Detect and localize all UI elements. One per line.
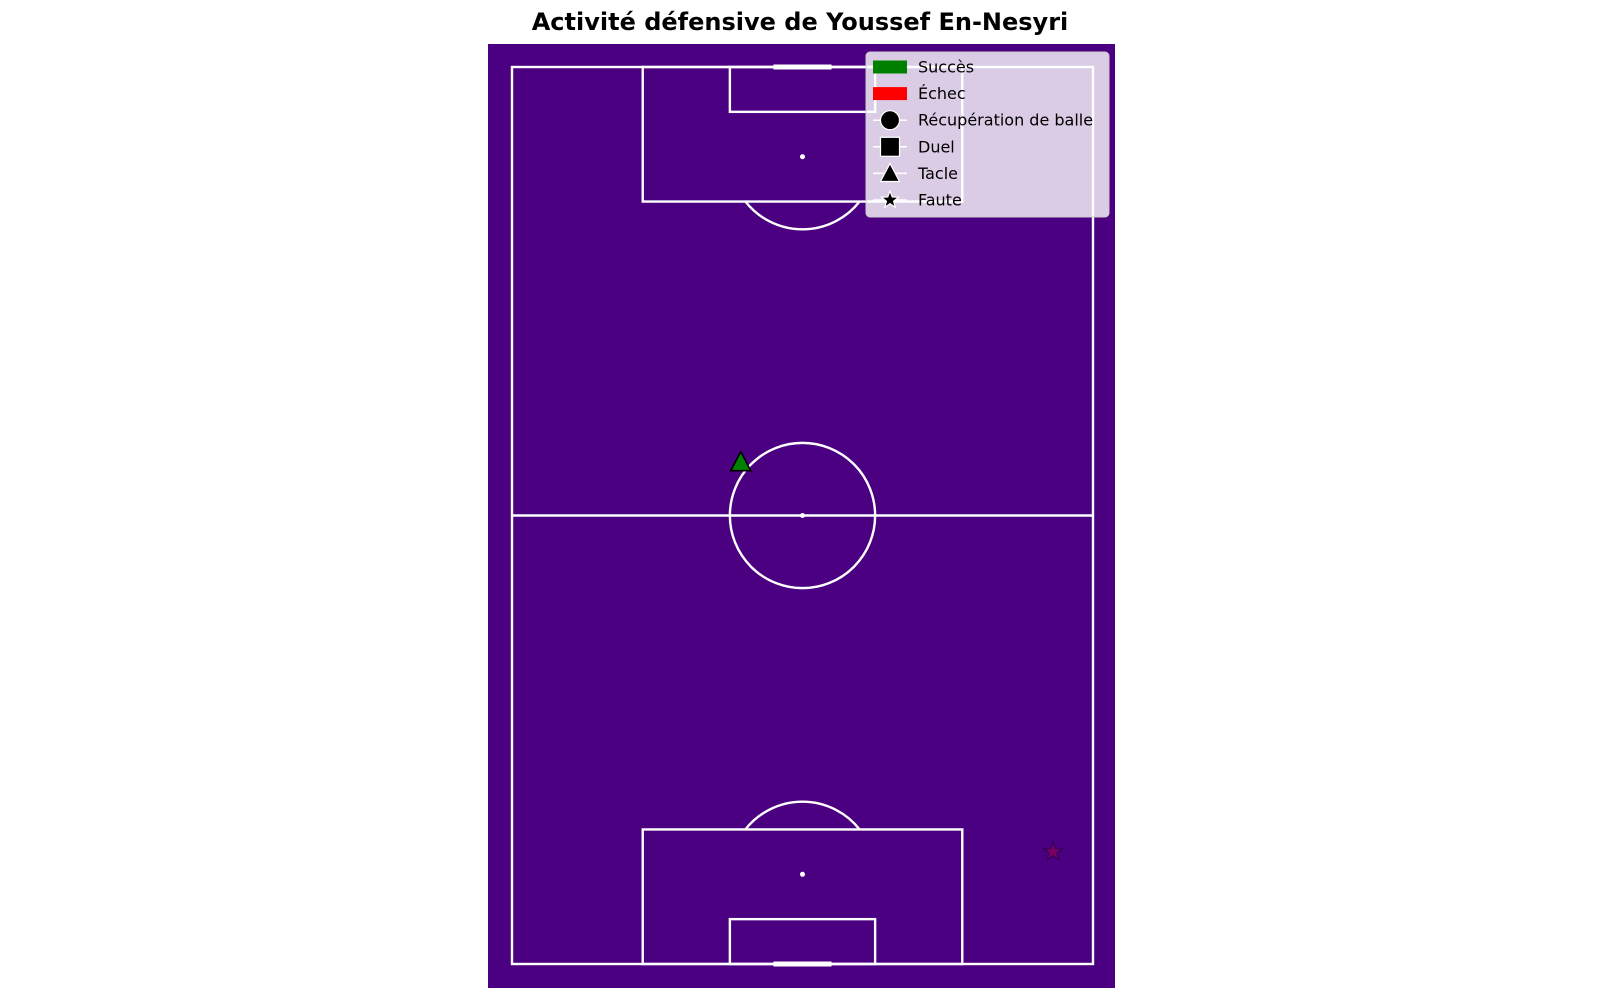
event-marker-faute <box>1041 839 1065 862</box>
legend: Succès Échec Récupération de balle Duel Tacl… <box>865 51 1110 218</box>
legend-swatch <box>873 87 907 101</box>
legend-marker-star-icon <box>879 189 901 209</box>
event-marker-tacle <box>729 449 753 472</box>
legend-label: Succès <box>918 58 974 77</box>
chart-title: Activité défensive de Youssef En-Nesyri <box>531 8 1069 36</box>
legend-swatch <box>873 60 907 74</box>
legend-label: Duel <box>918 137 955 156</box>
center-circle <box>728 441 877 590</box>
legend-label: Faute <box>918 191 962 210</box>
legend-item-5: Tacle <box>873 162 958 183</box>
penalty-arc-bottom <box>744 800 861 831</box>
legend-item-4: Duel <box>873 136 955 157</box>
legend-item-2: Échec <box>873 84 966 103</box>
legend-label: Tacle <box>917 164 958 183</box>
legend-marker-square-icon <box>879 136 901 157</box>
legend-box <box>865 51 1110 218</box>
legend-item-3: Récupération de balle <box>873 110 1093 131</box>
penalty-spot-bottom <box>800 871 805 877</box>
penalty-spot-top <box>800 154 805 160</box>
legend-marker-circle-icon <box>879 110 901 131</box>
legend-label: Échec <box>918 84 966 103</box>
legend-item-1: Succès <box>873 58 974 77</box>
legend-item-6: Faute <box>873 189 962 210</box>
penalty-arc-top <box>744 200 861 231</box>
legend-label: Récupération de balle <box>918 111 1093 130</box>
legend-marker-triangle-icon <box>879 162 901 183</box>
center-spot <box>800 513 805 518</box>
events-layer <box>729 449 1065 862</box>
